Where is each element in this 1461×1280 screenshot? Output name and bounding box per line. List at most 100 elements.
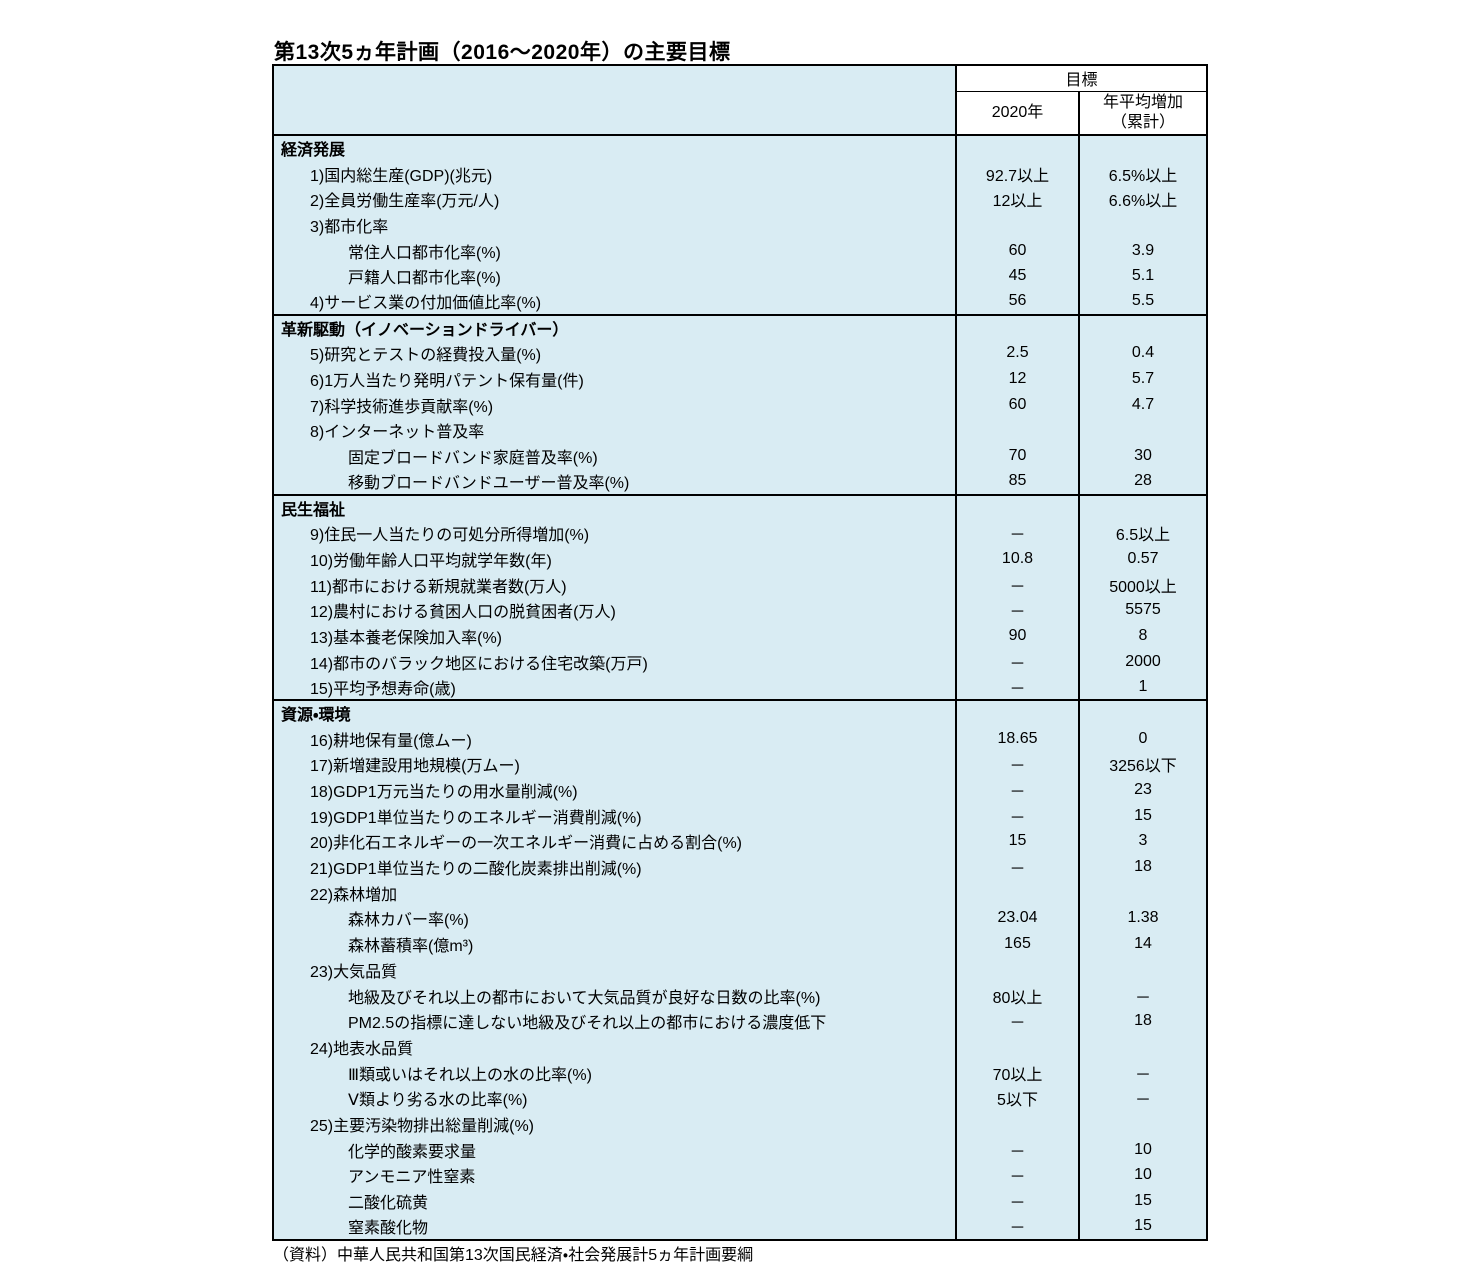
target-2020: 90 [955, 623, 1079, 649]
item-label: 16)耕地保有量(億ムー) [272, 725, 956, 752]
table-row: 13)基本養老保険加入率(%) 90 8 [272, 623, 1208, 649]
target-2020: 70以上 [955, 1059, 1079, 1086]
item-label: 移動ブロードバンドユーザー普及率(%) [272, 468, 956, 495]
table-row: 4)サービス業の付加価値比率(%) 56 5.5 [272, 289, 1208, 315]
section-4: 資源・環境 16)耕地保有量(億ムー) 18.65 0 17)新増建設用地規模(万ムー)… [272, 700, 1208, 1240]
annual-average: － [1077, 982, 1208, 1009]
section-title: 資源・環境 [272, 700, 956, 726]
target-2020: 56 [955, 289, 1079, 315]
item-label: 25)主要汚染物排出総量削減(%) [272, 1111, 956, 1137]
target-2020: 80以上 [955, 982, 1079, 1009]
target-2020 [955, 879, 1079, 906]
table-row: 窒素酸化物－ 15 [272, 1213, 1208, 1240]
target-2020 [955, 494, 1079, 521]
item-label: 森林蓄積率(億m³) [272, 931, 956, 957]
target-2020: 85 [955, 468, 1079, 495]
annual-average: 3256以下 [1077, 751, 1208, 778]
annual-average: － [1077, 1059, 1208, 1086]
annual-average: 10 [1077, 1136, 1208, 1163]
item-label: 18)GDP1万元当たりの用水量削減(%) [272, 777, 956, 803]
table-row: 10)労働年齢人口平均就学年数(年) 10.8 0.57 [272, 546, 1208, 572]
annual-average: 0 [1077, 725, 1208, 752]
annual-average: 0.57 [1077, 546, 1208, 572]
annual-average: 8 [1077, 623, 1208, 649]
annual-average [1077, 700, 1208, 726]
item-label: 戸籍人口都市化率(%) [272, 263, 956, 290]
annual-average [1077, 212, 1208, 238]
annual-average [1077, 135, 1208, 161]
item-label: 12)農村における貧困人口の脱貧困者(万人) [272, 597, 956, 624]
item-label: 化学的酸素要求量 [272, 1136, 956, 1163]
item-label: 4)サービス業の付加価値比率(%) [272, 289, 956, 315]
annual-average: 6.5以上 [1077, 520, 1208, 546]
table-row: 5)研究とテストの経費投入量(%) 2.5 0.4 [272, 340, 1208, 367]
target-2020: － [955, 751, 1079, 778]
item-label: 10)労働年齢人口平均就学年数(年) [272, 546, 956, 572]
table-row: 15)平均予想寿命(歳) － 1 [272, 674, 1208, 701]
annual-average: 1.38 [1077, 905, 1208, 932]
target-2020: － [955, 854, 1079, 880]
annual-average: 28 [1077, 468, 1208, 495]
target-2020: 165 [955, 931, 1079, 957]
target-2020: － [955, 1136, 1079, 1163]
corner-cell [272, 65, 956, 135]
target-2020: 92.7以上 [955, 160, 1079, 187]
target-2020 [955, 314, 1079, 341]
annual-average [1077, 314, 1208, 341]
target-2020: 10.8 [955, 546, 1079, 572]
annual-average: 15 [1077, 1213, 1208, 1240]
target-2020: 45 [955, 263, 1079, 290]
item-label: 森林カバー率(%) [272, 905, 956, 932]
target-2020: 60 [955, 237, 1079, 264]
item-label: 21)GDP1単位当たりの二酸化炭素排出削減(%) [272, 854, 956, 880]
annual-average: 10 [1077, 1162, 1208, 1189]
target-2020: 12 [955, 366, 1079, 392]
table-row: 常住人口都市化率(%) 60 3.9 [272, 237, 1208, 264]
table-row: 18)GDP1万元当たりの用水量削減(%) － 23 [272, 777, 1208, 803]
table-row: 19)GDP1単位当たりのエネルギー消費削減(%) － 15 [272, 802, 1208, 829]
annual-average [1077, 1111, 1208, 1137]
table-row: 14)都市のバラック地区における住宅改築(万戸) － 2000 [272, 648, 1208, 675]
item-label: 20)非化石エネルギーの一次エネルギー消費に占める割合(%) [272, 828, 956, 855]
annual-average: 0.4 [1077, 340, 1208, 367]
target-2020: 23.04 [955, 905, 1079, 932]
item-label: 15)平均予想寿命(歳) [272, 674, 956, 701]
annual-average: 5.5 [1077, 289, 1208, 315]
annual-average: 6.6%以上 [1077, 186, 1208, 213]
annual-average: 6.5%以上 [1077, 160, 1208, 187]
item-label: 13)基本養老保険加入率(%) [272, 623, 956, 649]
table-row: 森林カバー率(%) 23.04 1.38 [272, 905, 1208, 932]
col-header-2020: 2020年 [955, 91, 1079, 135]
table-row: 固定ブロードバンド家庭普及率(%) 70 30 [272, 443, 1208, 469]
target-2020: 18.65 [955, 725, 1079, 752]
item-label: アンモニア性窒素 [272, 1162, 956, 1189]
target-2020: － [955, 1188, 1079, 1214]
item-label: 11)都市における新規就業者数(万人) [272, 571, 956, 598]
target-2020: － [955, 674, 1079, 701]
source-note: （資料）中華人民共和国第13次国民経済・社会発展計5ヵ年計画要綱 [273, 1247, 754, 1264]
target-2020: － [955, 520, 1079, 546]
target-2020: － [955, 802, 1079, 829]
target-2020 [955, 957, 1079, 983]
target-2020: 60 [955, 391, 1079, 418]
page-title: 第13次5ヵ年計画（2016～2020年）の主要目標 [274, 41, 731, 64]
goal-header: 目標 [954, 65, 1208, 92]
table-row: 移動ブロードバンドユーザー普及率(%) 85 28 [272, 468, 1208, 495]
table-row: 12)農村における貧困人口の脱貧困者(万人) － 5575 [272, 597, 1208, 624]
section-title: 経済発展 [272, 135, 956, 161]
section-title: 革新駆動（イノベーションドライバー） [272, 314, 956, 341]
section-header-row: 資源・環境 [272, 700, 1208, 726]
target-2020: 2.5 [955, 340, 1079, 367]
table-row: 23)大気品質 [272, 957, 1208, 983]
annual-average: 3.9 [1077, 237, 1208, 264]
item-label: 地級及びそれ以上の都市において大気品質が良好な日数の比率(%) [272, 982, 956, 1009]
item-label: Ⅴ類より劣る水の比率(%) [272, 1085, 956, 1112]
annual-average [1077, 494, 1208, 521]
table-row: アンモニア性窒素－ 10 [272, 1162, 1208, 1189]
item-label: 二酸化硫黄 [272, 1188, 956, 1214]
table-row: 地級及びそれ以上の都市において大気品質が良好な日数の比率(%) 80以上－ [272, 982, 1208, 1009]
section-header-row: 民生福祉 [272, 494, 1208, 521]
target-2020 [955, 212, 1079, 238]
col-header-annual-avg-line1: 年平均増加 [1103, 93, 1184, 111]
